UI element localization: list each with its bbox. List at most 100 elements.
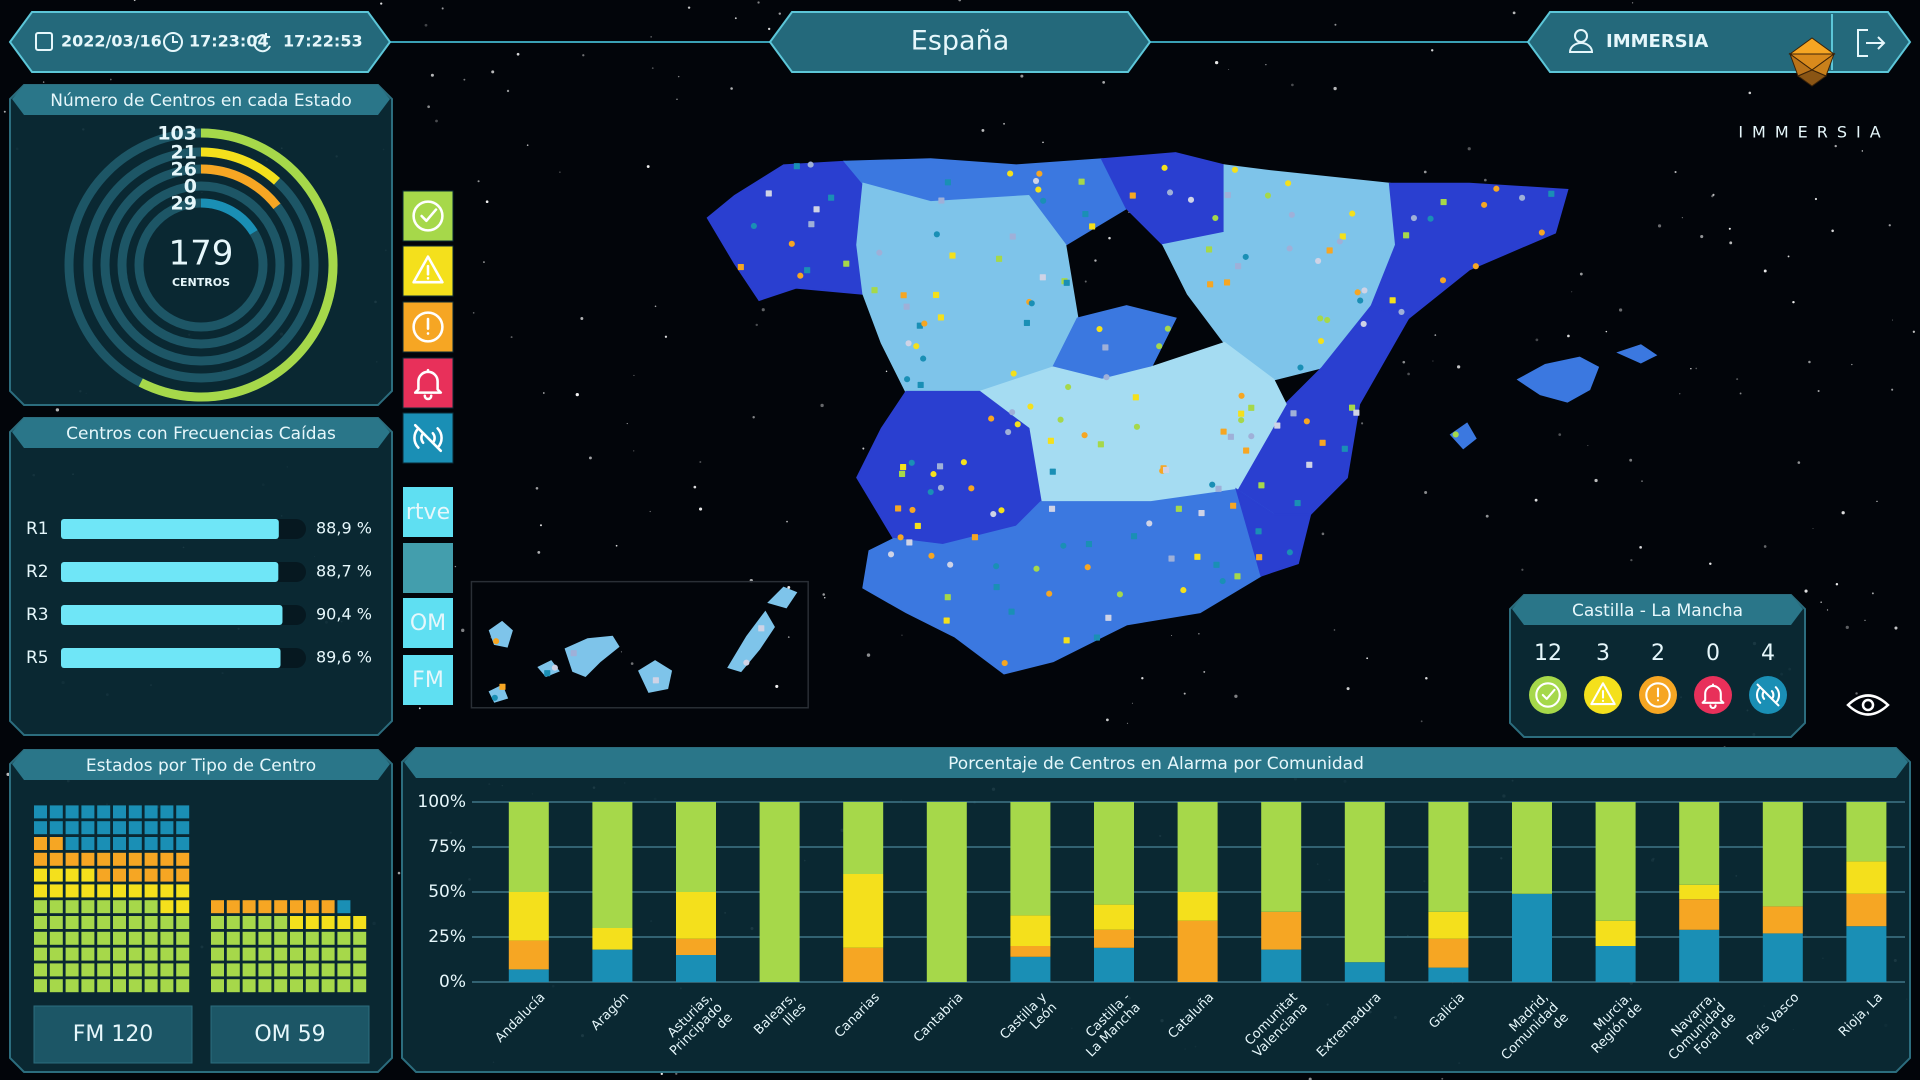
center-dot[interactable] [1084, 564, 1091, 571]
center-dot[interactable] [993, 563, 1000, 570]
center-dot[interactable] [1047, 437, 1054, 444]
center-dot[interactable] [1357, 297, 1364, 304]
center-dot[interactable] [1097, 441, 1104, 448]
center-dot[interactable] [1063, 637, 1070, 644]
center-dot[interactable] [933, 231, 940, 238]
center-dot[interactable] [887, 551, 895, 558]
center-dot[interactable] [1238, 392, 1245, 399]
center-dot[interactable] [1548, 190, 1555, 197]
center-dot[interactable] [993, 583, 1000, 591]
center-dot[interactable] [920, 355, 927, 362]
status-filter[interactable] [402, 412, 454, 464]
center-dot[interactable] [1220, 428, 1227, 435]
center-dot[interactable] [1082, 210, 1089, 218]
center-dot[interactable] [1452, 431, 1459, 438]
center-dot[interactable] [1294, 500, 1301, 507]
center-dot[interactable] [1039, 274, 1046, 281]
center-dot[interactable] [904, 376, 911, 383]
center-dot[interactable] [1009, 409, 1016, 416]
center-dot[interactable] [1057, 416, 1064, 423]
center-dot[interactable] [1493, 185, 1500, 192]
center-dot[interactable] [1085, 541, 1093, 548]
center-dot[interactable] [1005, 428, 1012, 436]
region[interactable] [564, 635, 620, 678]
region[interactable] [1516, 356, 1600, 403]
center-dot[interactable] [1014, 421, 1021, 428]
center-dot[interactable] [1215, 485, 1222, 492]
center-dot[interactable] [1213, 561, 1220, 568]
center-dot[interactable] [1317, 337, 1325, 345]
center-dot[interactable] [1223, 279, 1231, 286]
status-filter[interactable] [402, 357, 454, 409]
logout-button[interactable] [1857, 29, 1886, 57]
center-dot[interactable] [499, 683, 506, 690]
center-dot[interactable] [788, 240, 795, 247]
center-dot[interactable] [1519, 194, 1526, 201]
center-dot[interactable] [1078, 178, 1085, 185]
center-dot[interactable] [998, 507, 1005, 514]
center-dot[interactable] [1317, 315, 1324, 322]
center-dot[interactable] [1243, 447, 1250, 454]
center-dot[interactable] [1238, 417, 1245, 424]
center-dot[interactable] [1209, 481, 1216, 488]
center-dot[interactable] [913, 343, 920, 350]
center-dot[interactable] [1398, 308, 1405, 315]
center-dot[interactable] [1046, 590, 1053, 597]
center-dot[interactable] [1207, 281, 1214, 288]
center-dot[interactable] [493, 638, 500, 645]
center-dot[interactable] [1255, 528, 1262, 535]
source-filter[interactable]: rtve [403, 487, 453, 537]
region[interactable] [1616, 344, 1658, 364]
region[interactable] [638, 660, 673, 693]
center-dot[interactable] [1205, 246, 1213, 253]
center-dot[interactable] [908, 459, 915, 466]
center-dot[interactable] [1175, 505, 1182, 512]
region[interactable] [862, 488, 1275, 675]
center-dot[interactable] [570, 650, 577, 657]
center-dot[interactable] [900, 464, 907, 471]
center-dot[interactable] [1060, 542, 1067, 549]
center-dot[interactable] [1353, 409, 1360, 416]
center-dot[interactable] [1315, 257, 1322, 265]
center-dot[interactable] [1303, 418, 1310, 425]
center-dot[interactable] [1023, 319, 1030, 327]
center-dot[interactable] [793, 163, 800, 170]
center-dot[interactable] [1036, 170, 1043, 177]
center-dot[interactable] [1007, 170, 1014, 177]
center-dot[interactable] [1133, 423, 1141, 430]
center-dot[interactable] [1440, 199, 1447, 206]
center-dot[interactable] [996, 255, 1003, 262]
center-dot[interactable] [491, 694, 498, 701]
center-dot[interactable] [1164, 325, 1171, 332]
center-dot[interactable] [1286, 549, 1293, 556]
center-dot[interactable] [917, 381, 924, 388]
center-dot[interactable] [828, 194, 835, 201]
center-dot[interactable] [1049, 468, 1056, 475]
center-dot[interactable] [968, 485, 975, 492]
center-dot[interactable] [1360, 320, 1367, 328]
center-dot[interactable] [1194, 553, 1201, 560]
center-dot[interactable] [1248, 404, 1255, 411]
center-dot[interactable] [758, 625, 765, 632]
center-dot[interactable] [1081, 432, 1088, 439]
center-dot[interactable] [1162, 466, 1170, 474]
center-dot[interactable] [944, 179, 951, 186]
center-dot[interactable] [1264, 192, 1272, 199]
center-dot[interactable] [1339, 233, 1346, 240]
center-dot[interactable] [1129, 192, 1136, 199]
center-dot[interactable] [1187, 196, 1195, 203]
center-dot[interactable] [1010, 370, 1017, 377]
center-dot[interactable] [1093, 634, 1100, 641]
center-dot[interactable] [1403, 232, 1410, 239]
center-dot[interactable] [1027, 403, 1034, 410]
center-dot[interactable] [933, 291, 940, 299]
region[interactable] [537, 660, 560, 678]
center-dot[interactable] [737, 264, 744, 271]
center-dot[interactable] [1234, 573, 1241, 580]
center-dot[interactable] [905, 340, 912, 347]
center-dot[interactable] [1096, 325, 1103, 333]
center-dot[interactable] [895, 505, 902, 512]
center-dot[interactable] [813, 206, 820, 213]
center-dot[interactable] [947, 561, 954, 568]
center-dot[interactable] [807, 161, 814, 168]
